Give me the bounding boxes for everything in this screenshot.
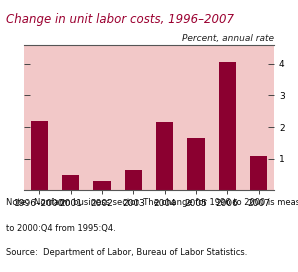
Text: Percent, annual rate: Percent, annual rate bbox=[182, 34, 274, 43]
Text: Source:  Department of Labor, Bureau of Labor Statistics.: Source: Department of Labor, Bureau of L… bbox=[6, 248, 247, 257]
Bar bbox=[219, 62, 236, 190]
Bar bbox=[31, 121, 48, 190]
Text: Note:  Nonfarm business sector. The change for 1996 to 2000 is measured: Note: Nonfarm business sector. The chang… bbox=[6, 198, 298, 207]
Bar bbox=[62, 175, 79, 190]
Bar bbox=[125, 170, 142, 190]
Bar bbox=[94, 181, 111, 190]
Bar bbox=[156, 122, 173, 190]
Bar bbox=[250, 156, 267, 190]
Text: Change in unit labor costs, 1996–2007: Change in unit labor costs, 1996–2007 bbox=[6, 13, 234, 26]
Bar bbox=[187, 138, 204, 190]
Text: to 2000:Q4 from 1995:Q4.: to 2000:Q4 from 1995:Q4. bbox=[6, 224, 116, 233]
